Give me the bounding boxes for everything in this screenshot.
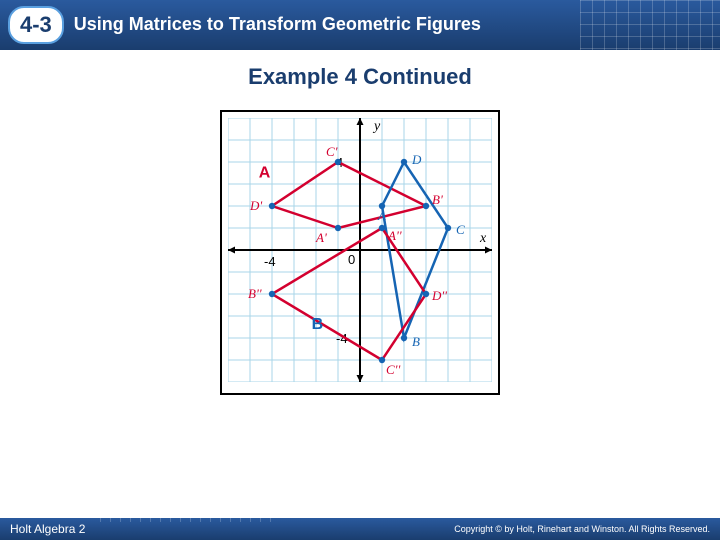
footer-textbook: Holt Algebra 2 <box>10 522 85 536</box>
svg-text:B: B <box>312 316 324 333</box>
svg-text:A': A' <box>315 230 327 245</box>
svg-text:C: C <box>456 222 465 237</box>
svg-text:-4: -4 <box>264 254 276 269</box>
footer-grid-decoration <box>100 514 280 522</box>
svg-text:D: D <box>411 152 422 167</box>
svg-text:D': D' <box>249 198 262 213</box>
svg-text:y: y <box>372 119 381 134</box>
figure-area: yx04-4-4AC'D'A'B'ADCBBA''D''C''B'' <box>0 110 720 395</box>
header-bar: 4-3 Using Matrices to Transform Geometri… <box>0 0 720 50</box>
svg-text:B: B <box>412 334 420 349</box>
svg-text:A'': A'' <box>387 228 402 243</box>
svg-text:C': C' <box>326 144 338 159</box>
svg-text:C'': C'' <box>386 362 400 377</box>
svg-text:D'': D'' <box>431 288 447 303</box>
svg-text:A: A <box>259 164 271 181</box>
coordinate-graph: yx04-4-4AC'D'A'B'ADCBBA''D''C''B'' <box>220 110 500 395</box>
svg-text:B'': B'' <box>248 286 262 301</box>
footer-copyright: Copyright © by Holt, Rinehart and Winsto… <box>454 524 710 534</box>
lesson-title: Using Matrices to Transform Geometric Fi… <box>74 15 481 35</box>
svg-text:x: x <box>479 231 487 246</box>
svg-text:B': B' <box>432 192 443 207</box>
svg-text:A: A <box>377 208 386 223</box>
lesson-number-badge: 4-3 <box>8 6 64 44</box>
example-subtitle: Example 4 Continued <box>0 64 720 90</box>
graph-svg: yx04-4-4AC'D'A'B'ADCBBA''D''C''B'' <box>228 118 492 382</box>
footer-bar: Holt Algebra 2 Copyright © by Holt, Rine… <box>0 518 720 540</box>
svg-text:0: 0 <box>348 252 355 267</box>
header-grid-decoration <box>580 0 720 50</box>
